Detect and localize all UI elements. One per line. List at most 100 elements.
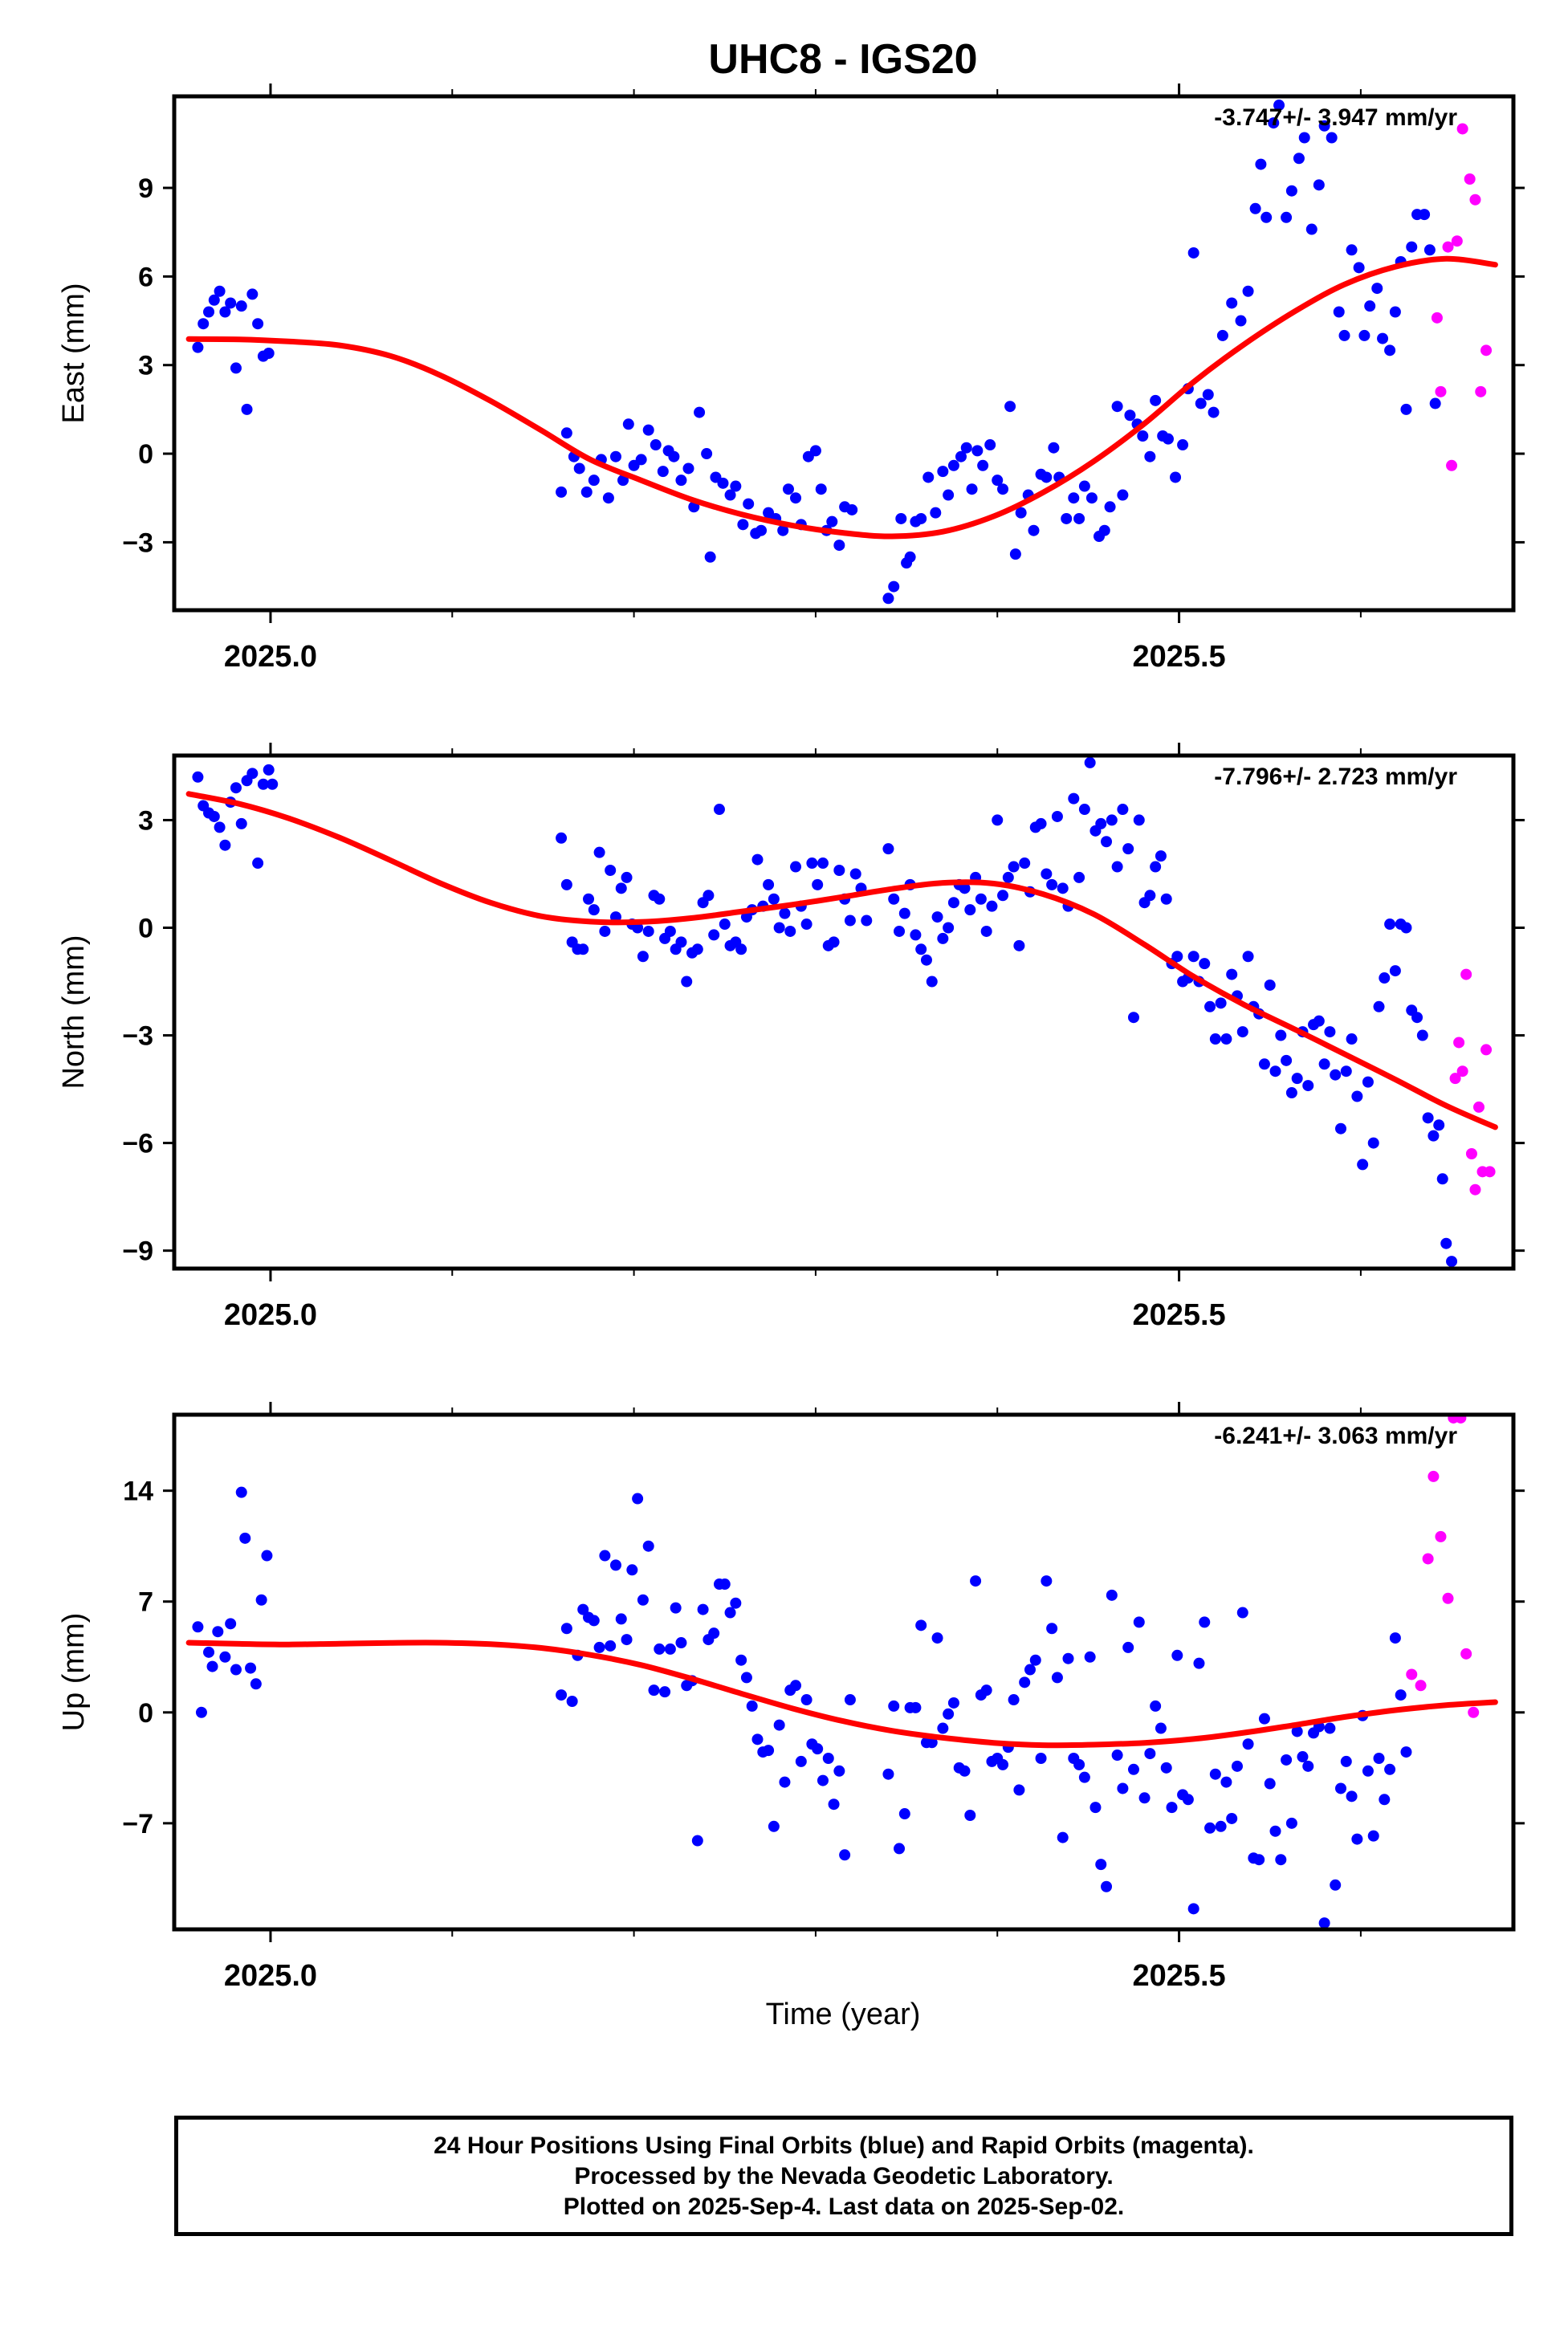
final-point	[1171, 951, 1183, 963]
final-point	[955, 450, 967, 462]
final-point	[790, 861, 802, 873]
final-point	[1422, 1112, 1434, 1124]
final-point	[1236, 1607, 1248, 1619]
final-point	[1226, 968, 1238, 980]
y-tick-label: 9	[138, 173, 153, 204]
final-point	[1041, 471, 1053, 483]
final-point	[1124, 409, 1136, 422]
final-point	[1029, 1654, 1041, 1666]
final-point	[977, 459, 989, 471]
final-point	[642, 424, 654, 436]
final-point	[1057, 1831, 1069, 1843]
final-point	[588, 904, 600, 916]
final-point	[195, 1706, 207, 1718]
y-tick-label: −6	[122, 1129, 153, 1159]
final-point	[192, 771, 204, 783]
final-point	[1377, 332, 1389, 344]
final-point	[1019, 857, 1031, 870]
final-point	[809, 445, 821, 457]
final-point	[779, 907, 791, 919]
final-point	[943, 922, 955, 934]
final-point	[1177, 439, 1189, 451]
final-point	[1253, 1854, 1265, 1866]
final-point	[943, 489, 955, 501]
final-point	[1144, 450, 1156, 462]
final-point	[1095, 1859, 1107, 1871]
footer-line-3: Plotted on 2025-Sep-4. Last data on 2025…	[563, 2194, 1125, 2220]
final-point	[1073, 871, 1085, 883]
final-point	[691, 1835, 703, 1847]
final-point	[1318, 1058, 1330, 1070]
final-point	[675, 1637, 687, 1649]
final-point	[615, 1613, 627, 1625]
x-tick-label: 2025.5	[1132, 1298, 1225, 1332]
final-point	[1258, 1713, 1270, 1725]
final-point	[904, 551, 916, 563]
final-point	[1293, 153, 1305, 165]
x-axis-label: Time (year)	[765, 1998, 921, 2031]
final-point	[1078, 804, 1090, 816]
final-point	[773, 922, 785, 934]
final-point	[1318, 1917, 1330, 1929]
rapid-point	[1480, 1044, 1493, 1056]
final-point	[1436, 1173, 1448, 1185]
final-point	[800, 1694, 813, 1706]
rapid-point	[1415, 1680, 1427, 1692]
velocity-annotation: -7.796+/- 2.723 mm/yr	[1214, 764, 1457, 790]
final-point	[1384, 919, 1396, 931]
final-point	[261, 1550, 273, 1562]
final-point	[1318, 120, 1330, 132]
final-point	[1078, 480, 1090, 492]
final-point	[768, 893, 780, 905]
final-point	[1298, 132, 1310, 144]
final-point	[737, 519, 749, 531]
final-point	[1035, 1752, 1047, 1764]
final-point	[632, 1493, 644, 1505]
final-point	[997, 483, 1009, 495]
final-point	[1106, 1589, 1118, 1601]
final-point	[1324, 1722, 1336, 1734]
final-point	[230, 1664, 242, 1676]
final-point	[1330, 1069, 1342, 1081]
final-point	[1199, 1616, 1211, 1628]
final-point	[1275, 1854, 1287, 1866]
final-point	[657, 466, 669, 478]
x-tick-label: 2025.5	[1132, 640, 1225, 674]
final-point	[964, 904, 976, 916]
final-point	[920, 954, 932, 966]
final-point	[1035, 817, 1047, 829]
final-point	[246, 288, 259, 300]
final-point	[703, 890, 715, 902]
final-point	[1013, 939, 1025, 951]
y-axis-label: North (mm)	[57, 935, 91, 1089]
rapid-point	[1456, 1065, 1468, 1077]
final-point	[1302, 1760, 1314, 1772]
final-point	[1162, 433, 1174, 445]
final-point	[773, 1719, 785, 1731]
final-point	[828, 1798, 840, 1811]
final-point	[1220, 1033, 1232, 1045]
final-point	[1150, 861, 1162, 873]
final-point	[235, 817, 247, 829]
final-point	[1160, 893, 1172, 905]
final-point	[1150, 394, 1162, 406]
final-point	[1334, 1782, 1346, 1794]
final-point	[1285, 1087, 1297, 1099]
rapid-point	[1446, 459, 1458, 471]
final-point	[915, 512, 927, 524]
panel-3: −7 0 7 14 2025.0 2025.5 Up (mm) -6.241+/- 3.063…	[57, 1402, 1525, 1993]
final-point	[577, 1603, 589, 1615]
final-point	[763, 878, 775, 890]
plot-area	[185, 1415, 1498, 1929]
final-point	[1041, 868, 1053, 880]
final-point	[214, 285, 226, 297]
final-point	[1340, 1065, 1352, 1077]
final-point	[1051, 810, 1063, 822]
final-point	[1008, 1694, 1020, 1706]
final-point	[1411, 1012, 1423, 1024]
final-point	[894, 1843, 906, 1855]
final-point	[937, 1722, 949, 1734]
final-point	[1209, 1768, 1221, 1780]
final-point	[560, 1623, 572, 1635]
